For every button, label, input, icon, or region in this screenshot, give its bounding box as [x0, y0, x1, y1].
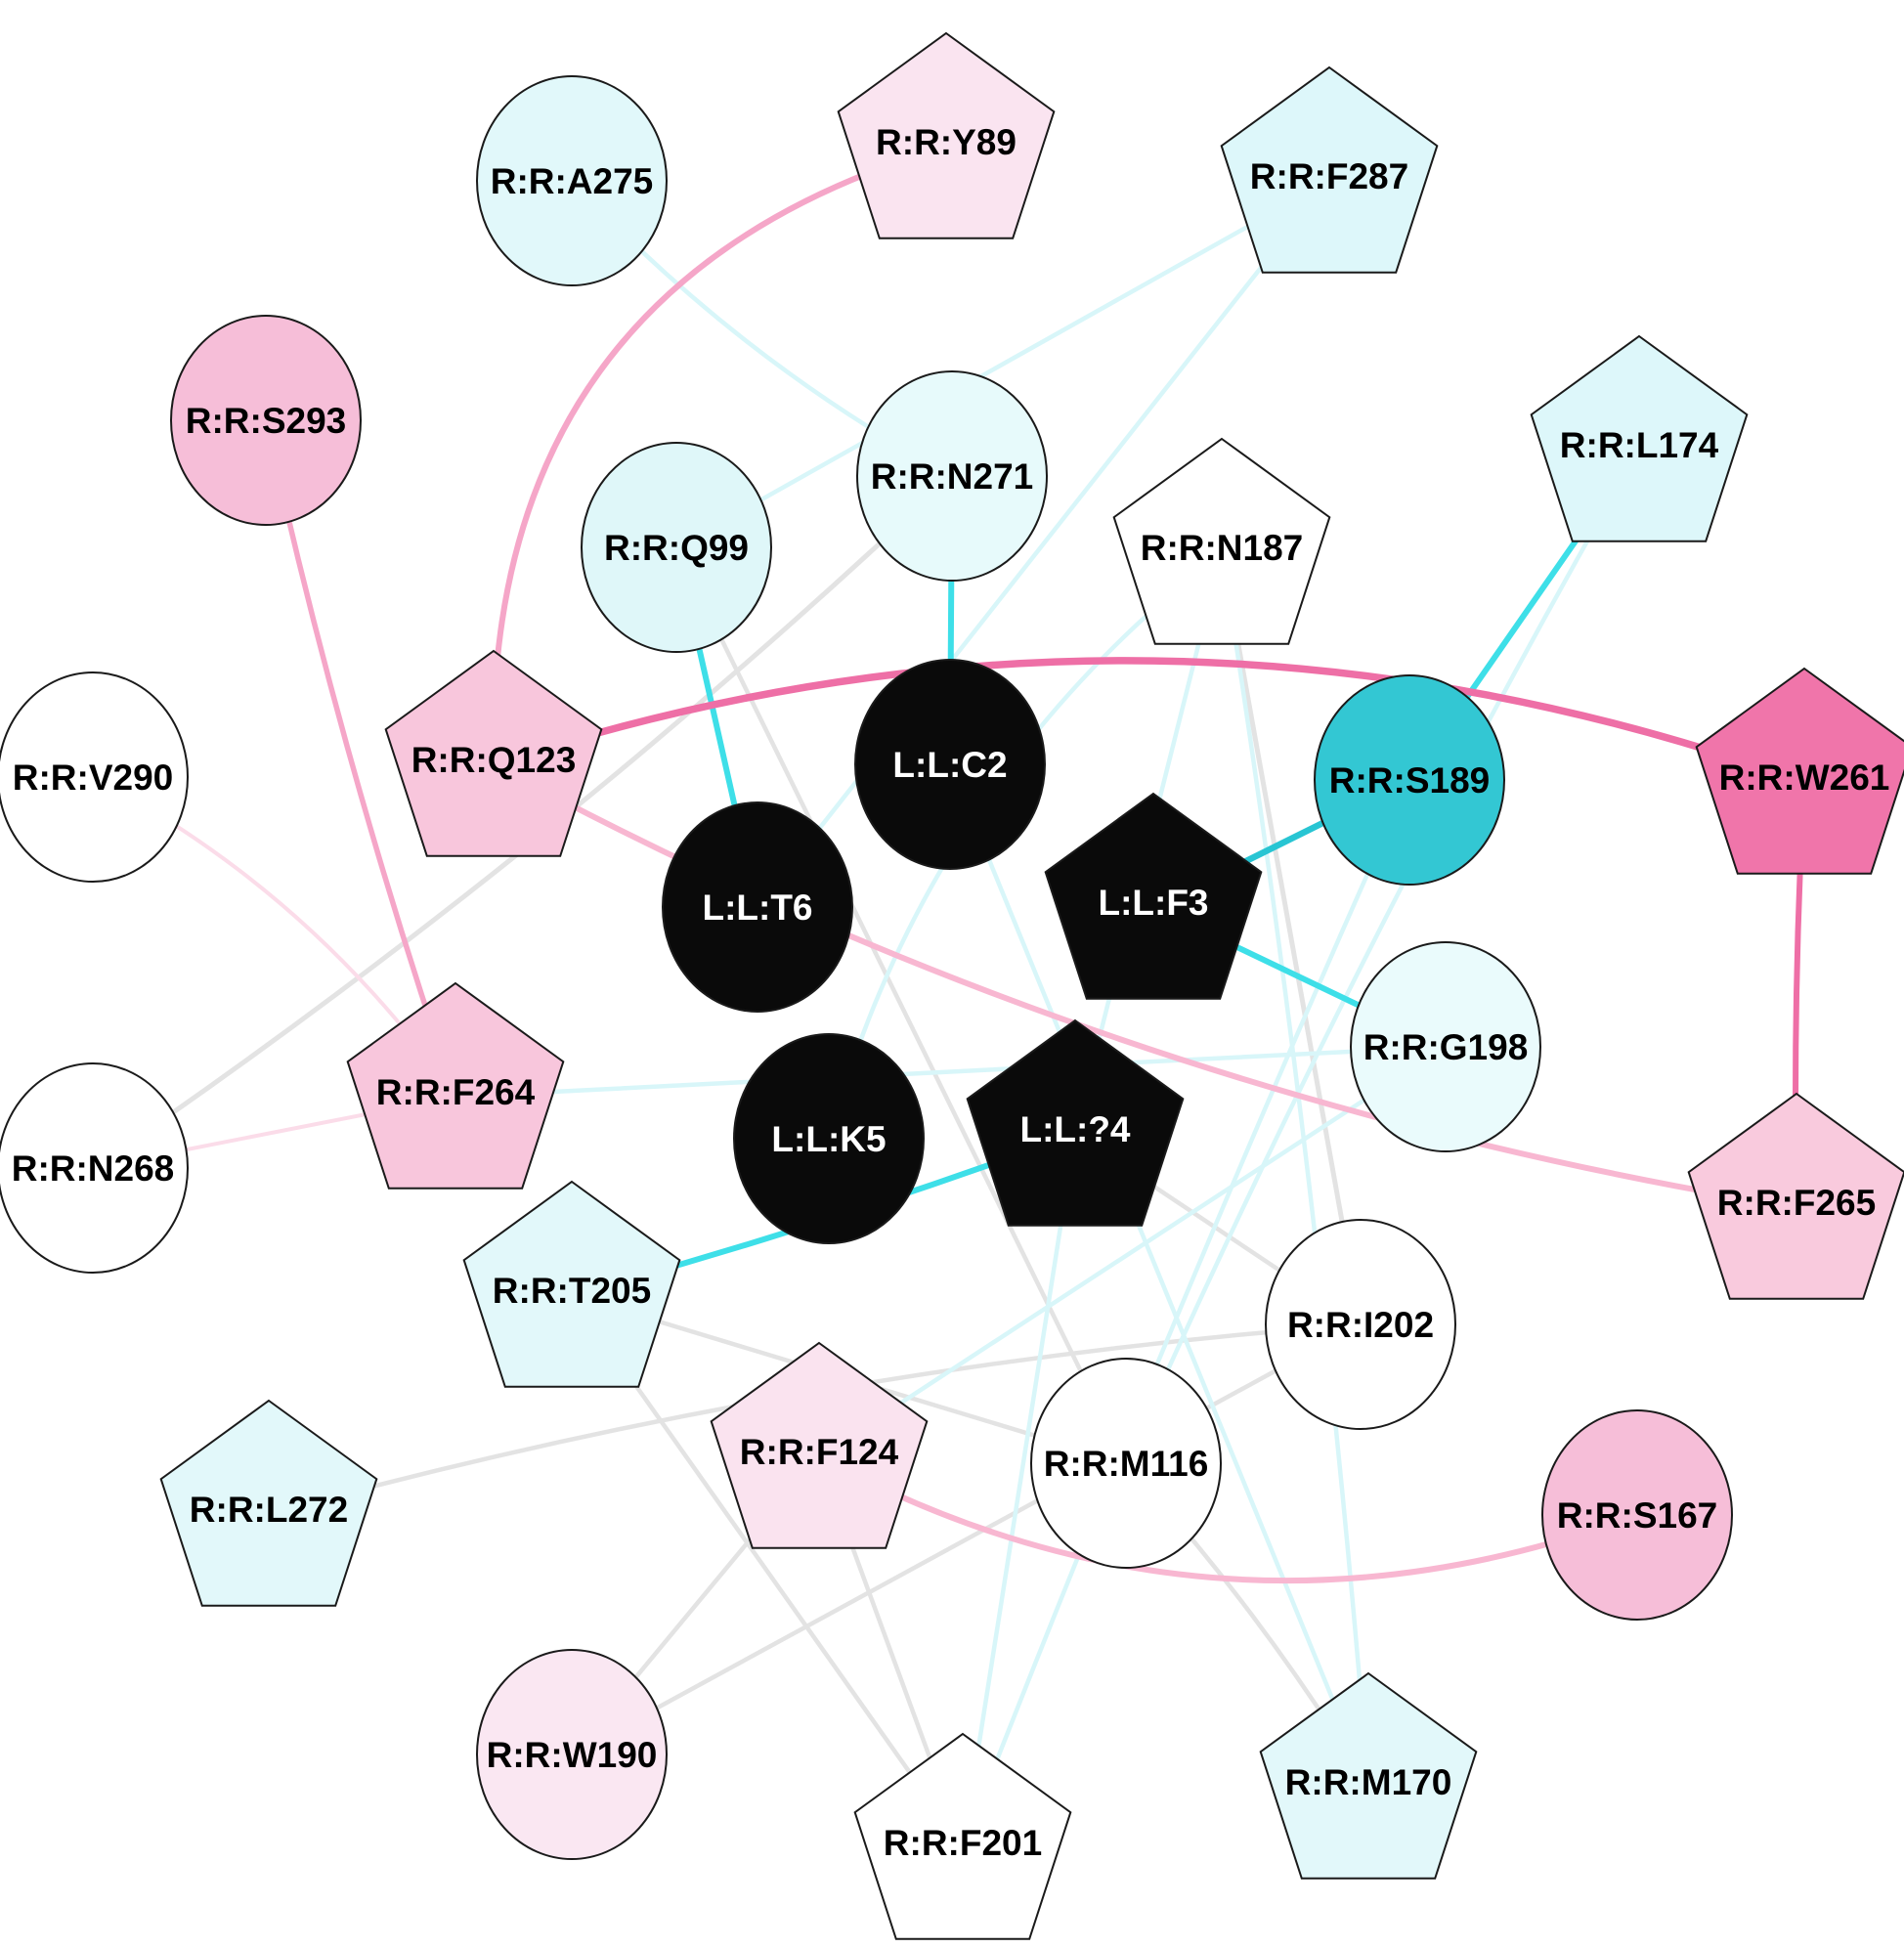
node-Q99[interactable]: R:R:Q99	[581, 442, 772, 653]
node-W261[interactable]: R:R:W261	[1695, 667, 1904, 875]
node-N187[interactable]: R:R:N187	[1112, 437, 1331, 645]
node-S293[interactable]: R:R:S293	[170, 315, 362, 526]
node-C2[interactable]: L:L:C2	[854, 659, 1046, 870]
edge-F264-G198[interactable]	[453, 1044, 1449, 1100]
node-shape-W261[interactable]	[1695, 667, 1904, 875]
node-F124[interactable]: R:R:F124	[710, 1341, 929, 1549]
node-shape-W190[interactable]	[476, 1649, 668, 1860]
node-S189[interactable]: R:R:S189	[1314, 674, 1505, 886]
node-A275[interactable]: R:R:A275	[476, 75, 668, 286]
edge-C2-M170[interactable]	[947, 761, 1371, 1790]
node-shape-F265[interactable]	[1687, 1092, 1904, 1300]
node-L174[interactable]: R:R:L174	[1530, 334, 1749, 542]
node-K5[interactable]: L:L:K5	[733, 1033, 925, 1244]
node-shape-L272[interactable]	[159, 1399, 378, 1607]
edge-I202-W190[interactable]	[569, 1321, 1363, 1757]
node-shape-F3[interactable]	[1044, 792, 1263, 1000]
node-F264[interactable]: R:R:F264	[346, 981, 565, 1190]
edge-F287-T6[interactable]	[755, 178, 1332, 910]
node-shape-T6[interactable]	[662, 801, 853, 1013]
node-T205[interactable]: R:R:T205	[462, 1180, 681, 1388]
node-F3[interactable]: L:L:F3	[1044, 792, 1263, 1000]
node-shape-V290[interactable]	[0, 671, 189, 883]
node-shape-Q4[interactable]	[966, 1018, 1185, 1227]
node-shape-M170[interactable]	[1259, 1671, 1478, 1880]
node-shape-K5[interactable]	[733, 1033, 925, 1244]
edge-S189-F201[interactable]	[960, 777, 1412, 1850]
node-shape-L174[interactable]	[1530, 334, 1749, 542]
node-shape-F264[interactable]	[346, 981, 565, 1190]
node-L272[interactable]: R:R:L272	[159, 1399, 378, 1607]
node-shape-F287[interactable]	[1220, 65, 1439, 274]
node-N271[interactable]: R:R:N271	[856, 370, 1048, 582]
node-shape-S167[interactable]	[1541, 1409, 1733, 1621]
edge-F124-S167[interactable]	[816, 1453, 1640, 1584]
node-shape-A275[interactable]	[476, 75, 668, 286]
node-shape-N268[interactable]	[0, 1062, 189, 1274]
node-shape-C2[interactable]	[854, 659, 1046, 870]
node-shape-F201[interactable]	[853, 1732, 1072, 1940]
node-Q123[interactable]: R:R:Q123	[384, 649, 603, 857]
node-W190[interactable]: R:R:W190	[476, 1649, 668, 1860]
node-F201[interactable]: R:R:F201	[853, 1732, 1072, 1940]
edge-F287-Q99[interactable]	[673, 178, 1332, 550]
node-G198[interactable]: R:R:G198	[1350, 941, 1541, 1152]
node-shape-Y89[interactable]	[837, 31, 1056, 239]
node-shape-I202[interactable]	[1265, 1219, 1456, 1430]
node-shape-S293[interactable]	[170, 315, 362, 526]
node-shape-N187[interactable]	[1112, 437, 1331, 645]
node-shape-M116[interactable]	[1030, 1358, 1222, 1569]
node-V290[interactable]: R:R:V290	[0, 671, 189, 883]
edge-L174-M116[interactable]	[1123, 447, 1642, 1466]
node-shape-N271[interactable]	[856, 370, 1048, 582]
node-shape-S189[interactable]	[1314, 674, 1505, 886]
node-shape-Q99[interactable]	[581, 442, 772, 653]
node-M170[interactable]: R:R:M170	[1259, 1671, 1478, 1880]
edge-Y89-Q123[interactable]	[490, 144, 949, 767]
node-Y89[interactable]: R:R:Y89	[837, 31, 1056, 239]
node-shape-Q123[interactable]	[384, 649, 603, 857]
node-shape-T205[interactable]	[462, 1180, 681, 1388]
node-M116[interactable]: R:R:M116	[1030, 1358, 1222, 1569]
edge-G198-F124[interactable]	[816, 1044, 1449, 1459]
nodes-layer: R:R:Y89 R:R:A275 R:R:F287 R:R:S293 R:R:N271 R…	[0, 31, 1904, 1940]
edge-N187-M170[interactable]	[1219, 549, 1371, 1790]
node-F265[interactable]: R:R:F265	[1687, 1092, 1904, 1300]
node-T6[interactable]: L:L:T6	[662, 801, 853, 1013]
edge-Q99-M116[interactable]	[673, 544, 1129, 1466]
edge-Q123-W261[interactable]	[490, 657, 1808, 786]
node-N268[interactable]: R:R:N268	[0, 1062, 189, 1274]
node-F287[interactable]: R:R:F287	[1220, 65, 1439, 274]
node-S167[interactable]: R:R:S167	[1541, 1409, 1733, 1621]
node-shape-F124[interactable]	[710, 1341, 929, 1549]
node-I202[interactable]: R:R:I202	[1265, 1219, 1456, 1430]
node-shape-G198[interactable]	[1350, 941, 1541, 1152]
